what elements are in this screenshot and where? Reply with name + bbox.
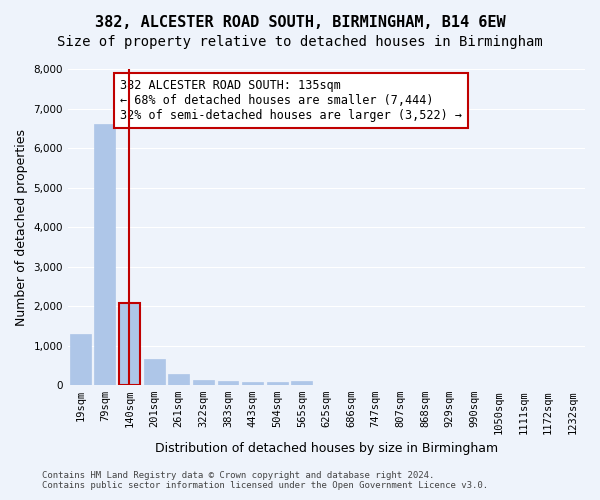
Bar [267, 382, 287, 385]
Bar [218, 382, 238, 385]
Bar [292, 380, 313, 385]
Bar [168, 374, 189, 385]
Bar [119, 303, 140, 385]
Bar [143, 359, 164, 385]
Bar [242, 382, 263, 385]
X-axis label: Distribution of detached houses by size in Birmingham: Distribution of detached houses by size … [155, 442, 498, 455]
Text: Contains HM Land Registry data © Crown copyright and database right 2024.
Contai: Contains HM Land Registry data © Crown c… [42, 470, 488, 490]
Y-axis label: Number of detached properties: Number of detached properties [15, 128, 28, 326]
Text: 382, ALCESTER ROAD SOUTH, BIRMINGHAM, B14 6EW: 382, ALCESTER ROAD SOUTH, BIRMINGHAM, B1… [95, 15, 505, 30]
Bar [70, 334, 91, 385]
Bar [94, 124, 115, 385]
Text: Size of property relative to detached houses in Birmingham: Size of property relative to detached ho… [57, 35, 543, 49]
Text: 382 ALCESTER ROAD SOUTH: 135sqm
← 68% of detached houses are smaller (7,444)
32%: 382 ALCESTER ROAD SOUTH: 135sqm ← 68% of… [119, 79, 461, 122]
Bar [193, 380, 214, 385]
